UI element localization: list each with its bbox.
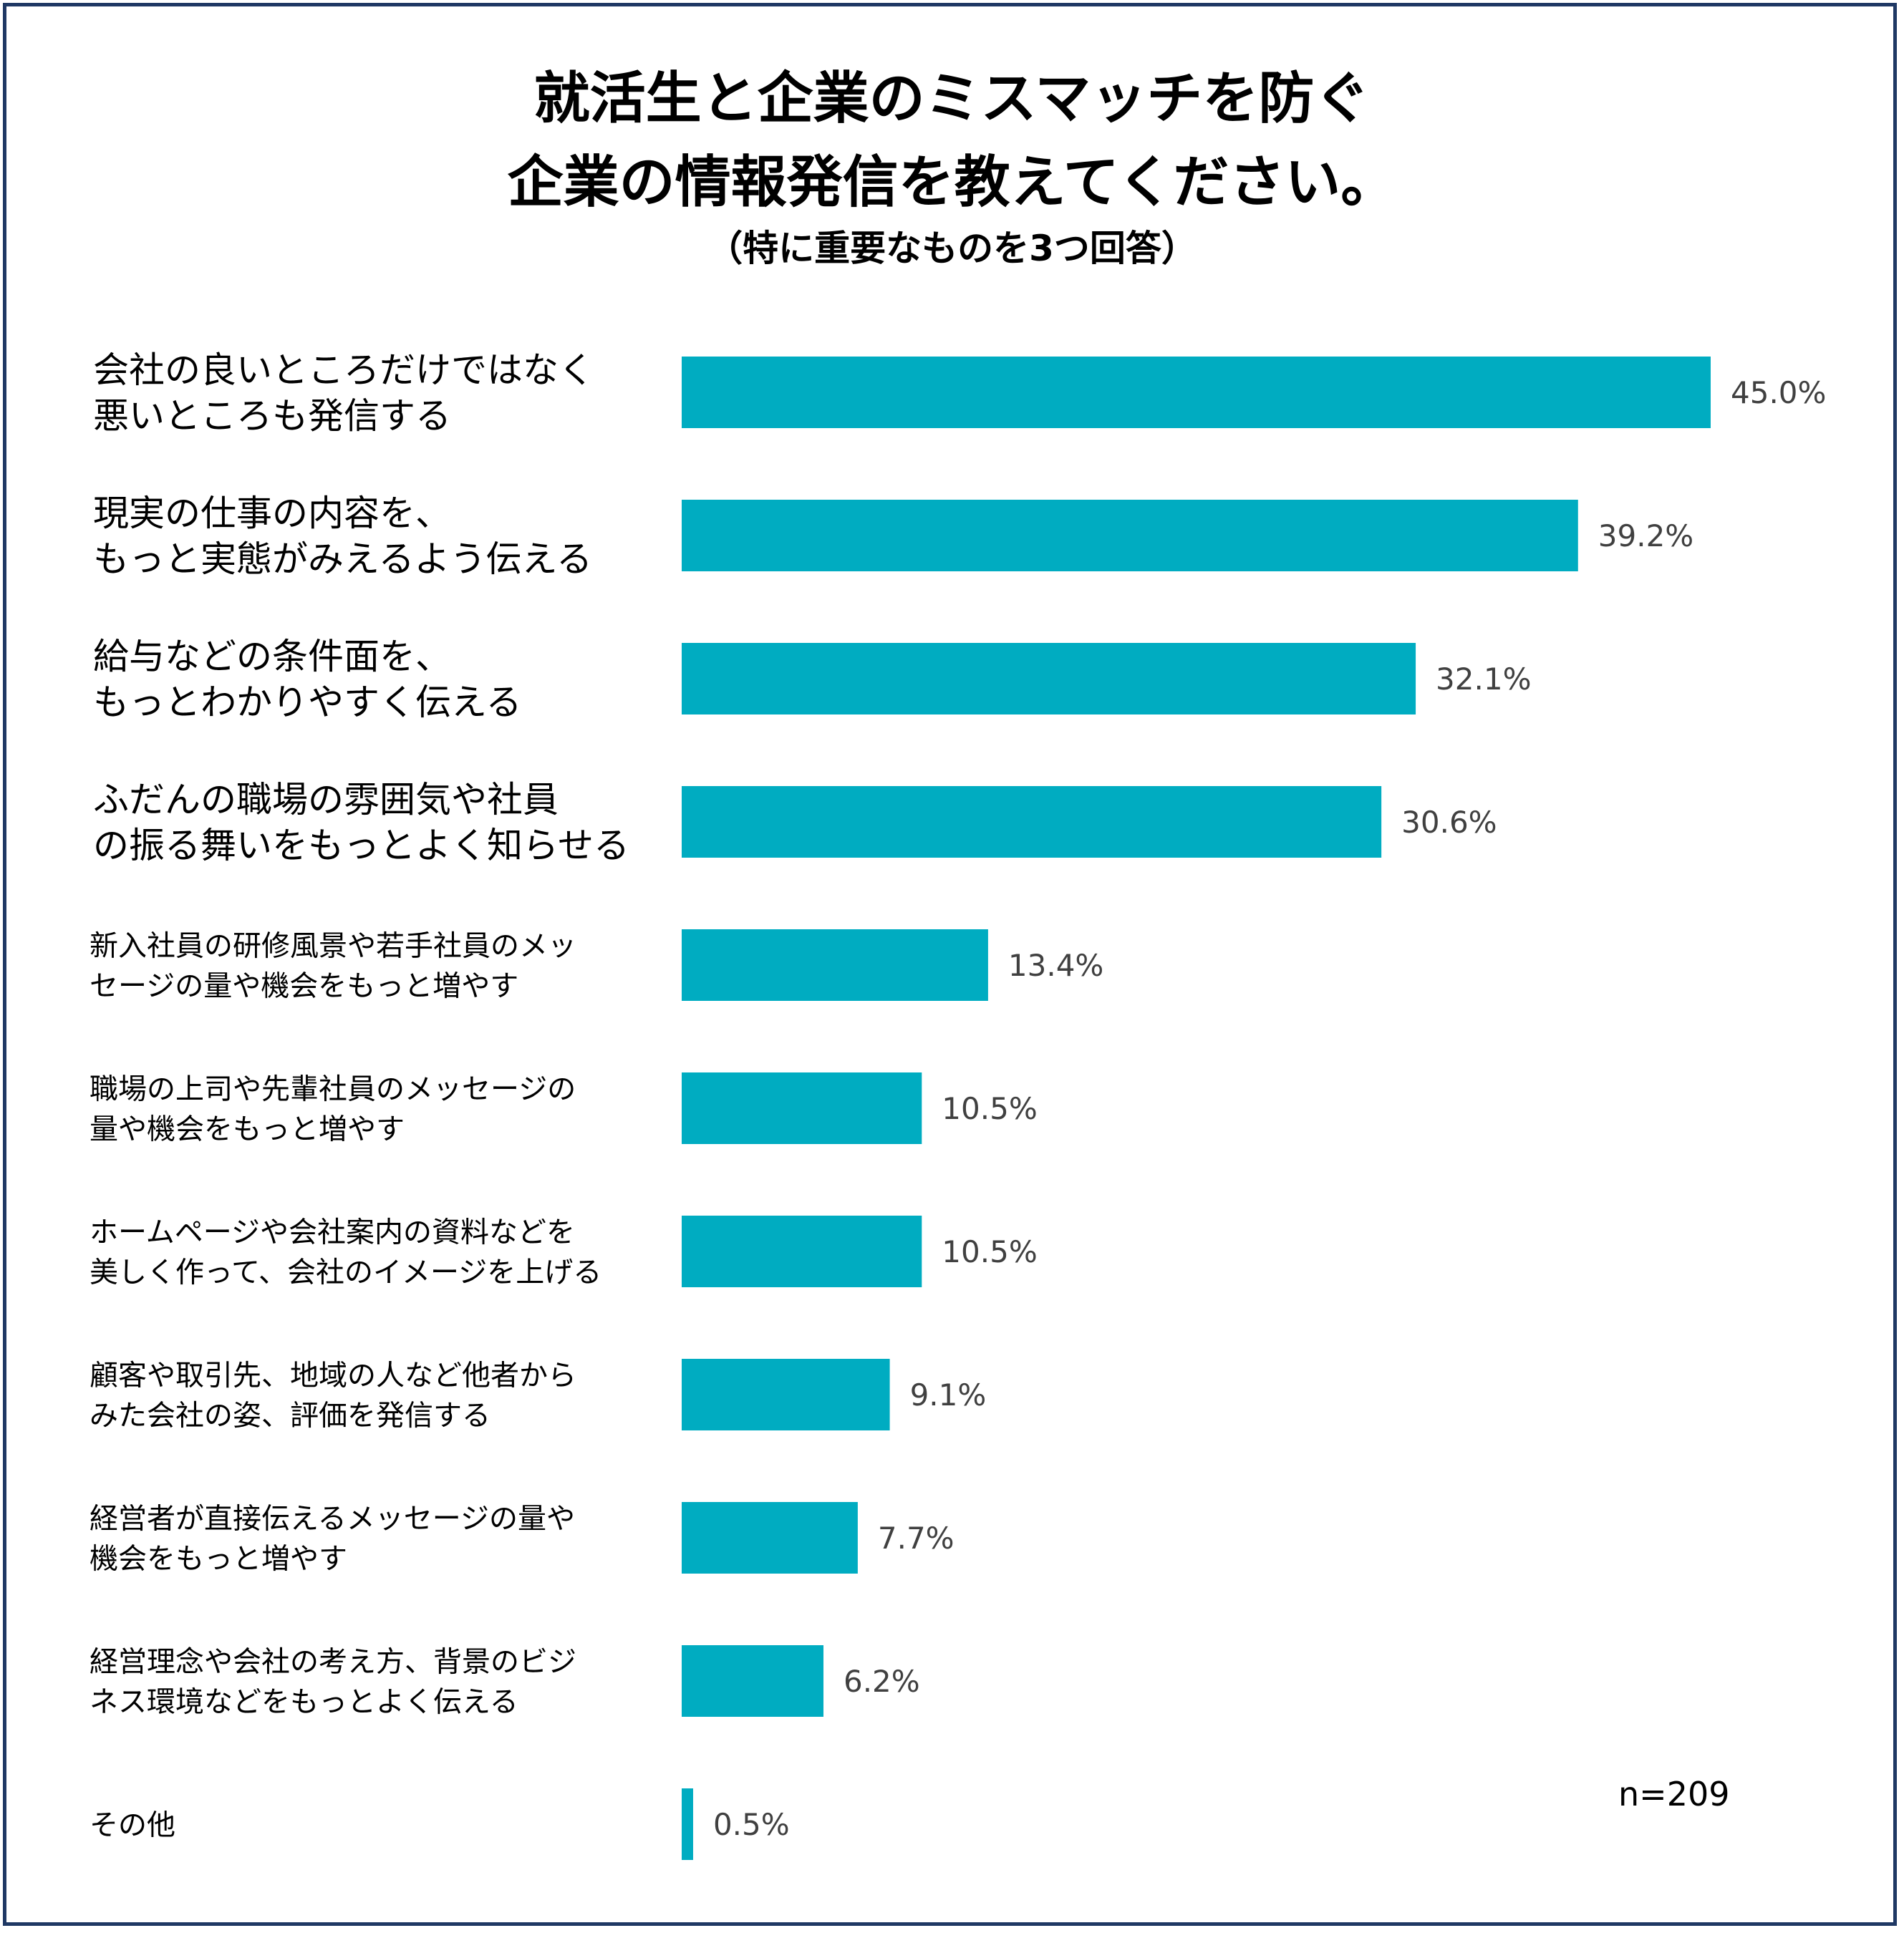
category-label-1: 会社の良いところだけではなく悪いところも発信する bbox=[93, 349, 594, 437]
bar-4 bbox=[682, 786, 1382, 858]
category-label-6-line-2: 量や機会をもっと増やす bbox=[90, 1113, 405, 1145]
category-label-9: 経営者が直接伝えるメッセージの量や機会をもっと増やす bbox=[90, 1502, 575, 1575]
category-label-8-line-1: 顧客や取引先、地域の人など他者から bbox=[90, 1359, 576, 1392]
value-label-8: 9.1% bbox=[910, 1377, 987, 1413]
category-label-5: 新入社員の研修風景や若手社員のメッセージの量や機会をもっと増やす bbox=[90, 929, 576, 1002]
bar-1 bbox=[682, 357, 1711, 428]
category-label-4-line-2: の振る舞いをもっとよく知らせる bbox=[93, 825, 629, 866]
category-label-3: 給与などの条件面を、もっとわかりやすく伝える bbox=[93, 636, 522, 723]
bar-11 bbox=[682, 1788, 693, 1860]
category-label-10: 経営理念や会社の考え方、背景のビジネス環境などをもっとよく伝える bbox=[90, 1645, 576, 1718]
category-label-9-line-1: 経営者が直接伝えるメッセージの量や bbox=[90, 1502, 575, 1535]
bar-2 bbox=[682, 500, 1578, 571]
bar-9 bbox=[682, 1502, 858, 1574]
category-label-4: ふだんの職場の雰囲気や社員の振る舞いをもっとよく知らせる bbox=[93, 779, 629, 866]
bar-6 bbox=[682, 1072, 922, 1144]
value-label-4: 30.6% bbox=[1401, 805, 1497, 840]
category-label-6: 職場の上司や先輩社員のメッセージの量や機会をもっと増やす bbox=[90, 1072, 576, 1145]
category-label-5-line-1: 新入社員の研修風景や若手社員のメッ bbox=[90, 929, 576, 962]
value-label-10: 6.2% bbox=[844, 1664, 920, 1699]
category-label-1-line-1: 会社の良いところだけではなく bbox=[93, 349, 594, 391]
category-label-10-line-1: 経営理念や会社の考え方、背景のビジ bbox=[90, 1645, 576, 1678]
category-label-8: 顧客や取引先、地域の人など他者からみた会社の姿、評価を発信する bbox=[90, 1359, 576, 1432]
chart-title-line-1: 就活生と企業のミスマッチを防ぐ bbox=[533, 67, 1371, 131]
value-label-6: 10.5% bbox=[942, 1091, 1037, 1126]
value-label-9: 7.7% bbox=[878, 1521, 955, 1556]
value-label-5: 13.4% bbox=[1008, 948, 1103, 983]
value-label-11: 0.5% bbox=[713, 1807, 790, 1842]
value-label-3: 32.1% bbox=[1436, 662, 1531, 697]
category-label-7-line-1: ホームページや会社案内の資料などを bbox=[90, 1216, 575, 1249]
category-label-5-line-2: セージの量や機会をもっと増やす bbox=[90, 969, 518, 1002]
category-label-1-line-2: 悪いところも発信する bbox=[93, 395, 451, 437]
category-label-3-line-1: 給与などの条件面を、 bbox=[93, 636, 451, 677]
category-label-10-line-2: ネス環境などをもっとよく伝える bbox=[90, 1685, 518, 1718]
sample-size-label: n=209 bbox=[1618, 1775, 1730, 1813]
category-label-9-line-2: 機会をもっと増やす bbox=[90, 1542, 347, 1575]
category-label-8-line-2: みた会社の姿、評価を発信する bbox=[90, 1399, 491, 1432]
category-label-7: ホームページや会社案内の資料などを美しく作って、会社のイメージを上げる bbox=[90, 1216, 601, 1289]
value-label-1: 45.0% bbox=[1731, 375, 1826, 410]
value-label-2: 39.2% bbox=[1598, 518, 1693, 553]
bar-10 bbox=[682, 1645, 823, 1717]
category-label-3-line-2: もっとわかりやすく伝える bbox=[93, 682, 522, 723]
category-label-4-line-1: ふだんの職場の雰囲気や社員 bbox=[93, 779, 559, 820]
category-label-6-line-1: 職場の上司や先輩社員のメッセージの bbox=[90, 1072, 576, 1105]
category-label-2: 現実の仕事の内容を、もっと実態がみえるよう伝える bbox=[93, 493, 592, 580]
category-label-2-line-2: もっと実態がみえるよう伝える bbox=[93, 538, 592, 580]
bar-7 bbox=[682, 1216, 922, 1287]
chart-title-line-2: 企業の情報発信を教えてください。 bbox=[507, 150, 1397, 215]
bar-8 bbox=[682, 1359, 890, 1430]
bar-5 bbox=[682, 929, 988, 1001]
category-label-2-line-1: 現実の仕事の内容を、 bbox=[93, 493, 451, 534]
chart-subtitle: （特に重要なものを3つ回答） bbox=[707, 228, 1197, 269]
bar-3 bbox=[682, 643, 1416, 714]
category-label-11: その他 bbox=[90, 1808, 175, 1841]
value-label-7: 10.5% bbox=[942, 1234, 1037, 1269]
category-label-7-line-2: 美しく作って、会社のイメージを上げる bbox=[90, 1256, 601, 1289]
category-label-11-line-1: その他 bbox=[90, 1808, 175, 1841]
